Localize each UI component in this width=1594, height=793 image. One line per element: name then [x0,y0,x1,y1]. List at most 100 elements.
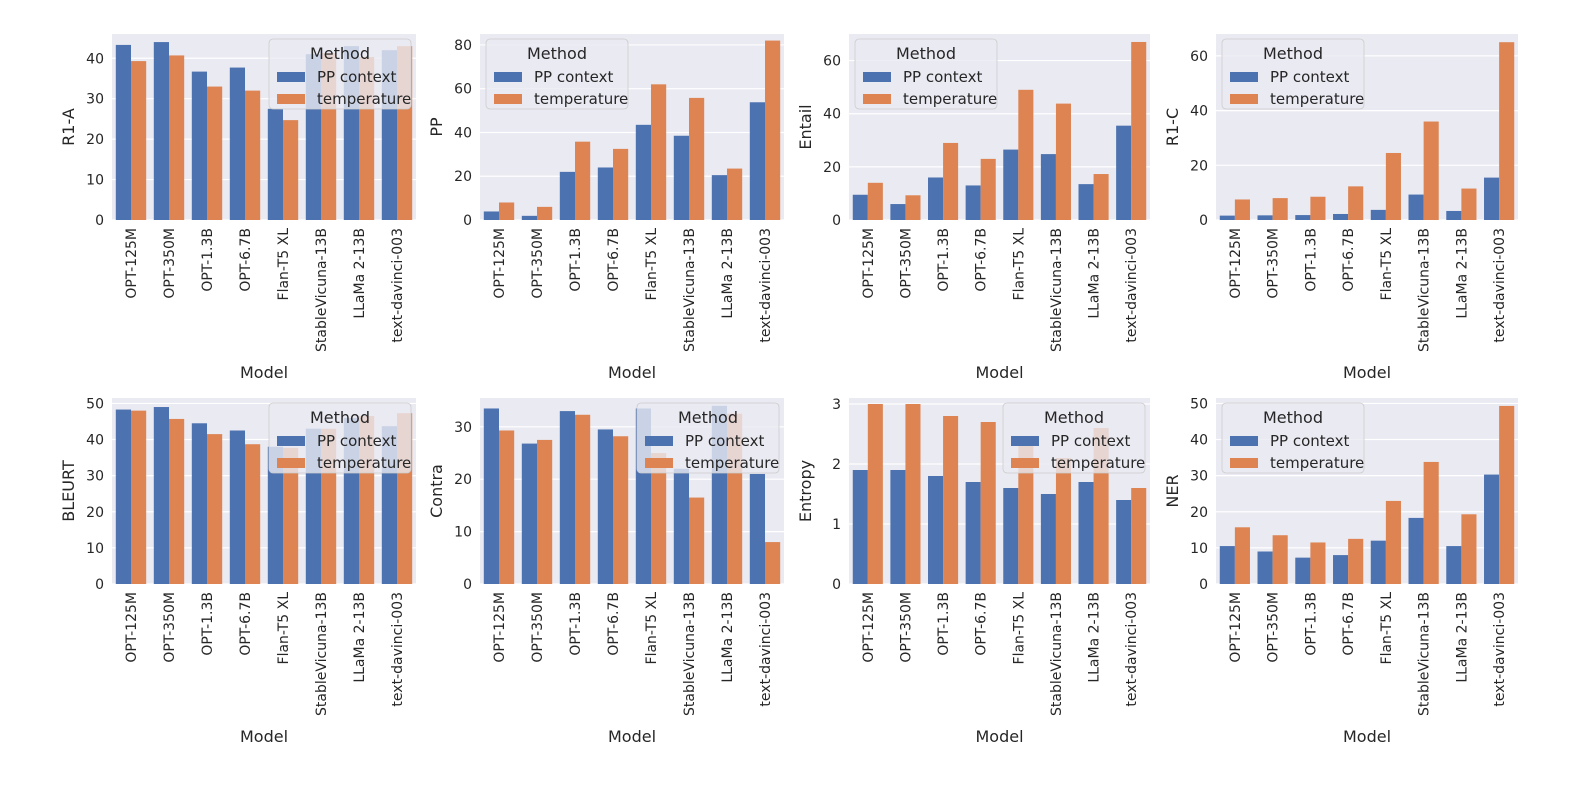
bar-temperature [1018,440,1034,584]
bar-temperature [1272,198,1288,220]
chart-panel-2: 0 20 40 60 80 OPT-125M OPT-350M OPT-1.3B OPT-6.7… [427,34,784,382]
x-tick-label: OPT-6.7B [606,228,622,292]
x-tick-label: StableVicuna-13B [1049,592,1065,716]
bar-pp-context [229,430,245,584]
x-tick-label: text-davinci-003 [390,592,406,707]
bar-pp-context [1257,551,1273,584]
bar-pp-context [1116,500,1132,584]
x-axis-title: Model [240,727,288,746]
legend-entry: temperature [1270,90,1364,108]
legend-box [268,402,412,474]
x-tick-label: OPT-6.7B [1341,228,1357,292]
bar-temperature [905,404,921,584]
x-tick-label: OPT-1.3B [936,592,952,656]
bar-pp-context [115,44,131,221]
bar-pp-context [1408,517,1424,584]
bar-pp-context [1295,215,1311,220]
x-tick-label: OPT-6.7B [238,592,254,656]
bar-temperature [1348,186,1364,220]
legend-entry: PP context [317,432,397,450]
y-tick-label: 60 [823,54,841,70]
bar-pp-context [1219,546,1235,584]
x-tick-label: OPT-1.3B [200,228,216,292]
legend: Method PP context temperature [1221,38,1365,110]
bar-pp-context [483,408,499,584]
bar-pp-context [1333,555,1349,584]
legend-title: Method [896,44,956,63]
y-tick-label: 10 [86,173,104,189]
x-tick-label: text-davinci-003 [1124,228,1140,343]
bar-pp-context [191,71,207,221]
x-tick-label: StableVicuna-13B [1417,228,1433,352]
bar-temperature [1461,514,1477,584]
legend-title: Method [310,408,370,427]
y-tick-label: 0 [463,577,472,593]
chart-panel-1: 0 10 20 30 40 OPT-125M OPT-350M OPT-1.3B OPT-6.7… [59,34,416,382]
x-tick-label: Flan-T5 XL [644,228,660,301]
legend-swatch [863,72,891,82]
bar-temperature [1385,500,1401,584]
x-axis-title: Model [240,363,288,382]
legend-box [1221,38,1365,110]
y-tick-label: 3 [832,397,841,413]
x-tick-label: OPT-350M [162,228,178,299]
bar-pp-context [267,108,283,220]
legend-entry: temperature [1051,454,1145,472]
legend: Method PP context temperature [1002,402,1146,474]
legend-entry: PP context [685,432,765,450]
bar-pp-context [852,194,868,220]
bar-temperature [1055,458,1071,584]
x-tick-label: OPT-125M [1228,228,1244,299]
bar-pp-context [890,470,906,584]
x-tick-label: LLaMa 2-13B [720,592,736,683]
y-tick-label: 10 [454,525,472,541]
x-tick-label: StableVicuna-13B [682,228,698,352]
bar-temperature [613,436,629,584]
x-tick-label: Flan-T5 XL [644,592,660,665]
bar-pp-context [711,175,727,220]
x-tick-label: text-davinci-003 [1492,592,1508,707]
legend-entry: PP context [1270,68,1350,86]
y-tick-label: 0 [463,213,472,229]
chart-panel-6: 0 10 20 30 OPT-125M OPT-350M OPT-1.3B OPT-6.7B F… [427,398,784,746]
bar-pp-context [597,167,613,220]
bar-pp-context [749,102,765,220]
legend-swatch [645,436,673,446]
bar-pp-context [1484,474,1500,584]
bar-temperature [1131,41,1147,220]
legend-swatch [1230,436,1258,446]
chart-panel-7: 0 1 2 3 OPT-125M OPT-350M OPT-1.3B OPT-6.7B Flan… [796,397,1150,746]
legend-box [485,38,629,110]
bar-pp-context [635,124,651,220]
legend-entry: temperature [317,90,411,108]
bar-pp-context [965,185,981,220]
chart-panel-4: 0 20 40 60 OPT-125M OPT-350M OPT-1.3B OPT-6.7B F… [1163,34,1518,382]
bar-pp-context [749,473,765,584]
legend-title: Method [1263,44,1323,63]
x-tick-label: StableVicuna-13B [314,228,330,352]
bar-temperature [1310,542,1326,584]
x-tick-label: OPT-125M [492,592,508,663]
x-tick-label: LLaMa 2-13B [352,592,368,683]
x-axis-title: Model [608,363,656,382]
x-tick-label: OPT-125M [861,228,877,299]
bar-pp-context [1219,215,1235,220]
x-axis-title: Model [975,727,1023,746]
x-tick-label: StableVicuna-13B [682,592,698,716]
legend: Method PP context temperature [268,38,412,110]
y-tick-label: 0 [1199,577,1208,593]
legend-entry: PP context [534,68,614,86]
bar-pp-context [1370,209,1386,220]
legend-swatch [645,458,673,468]
y-tick-label: 1 [832,517,841,533]
chart-panel-3: 0 20 40 60 OPT-125M OPT-350M OPT-1.3B OPT-6.7B F… [796,34,1150,382]
legend-box [854,38,998,110]
x-tick-label: LLaMa 2-13B [1087,228,1103,319]
bar-pp-context [890,204,906,220]
y-tick-label: 10 [86,541,104,557]
bar-pp-context [1295,557,1311,584]
bar-temperature [1461,188,1477,220]
y-tick-label: 80 [454,38,472,54]
